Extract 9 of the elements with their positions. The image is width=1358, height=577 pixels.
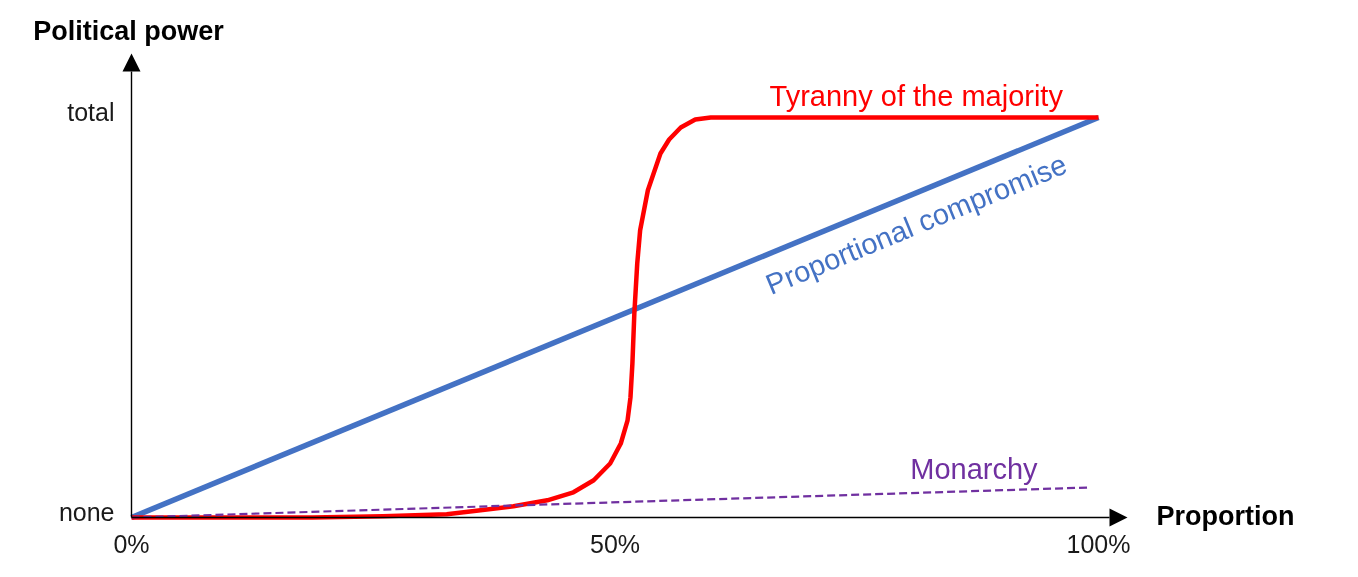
- x-axis-title: Proportion: [1156, 500, 1295, 531]
- x-tick-label: 0%: [113, 529, 150, 558]
- series-label: Monarchy: [910, 453, 1039, 486]
- y-axis-title: Political power: [33, 15, 225, 46]
- text: none: [58, 497, 115, 526]
- series-label: Tyranny of the majority: [769, 79, 1064, 112]
- x-tick-label: 100%: [1066, 529, 1131, 558]
- text: total: [67, 97, 115, 126]
- x-tick-label: 50%: [589, 529, 641, 558]
